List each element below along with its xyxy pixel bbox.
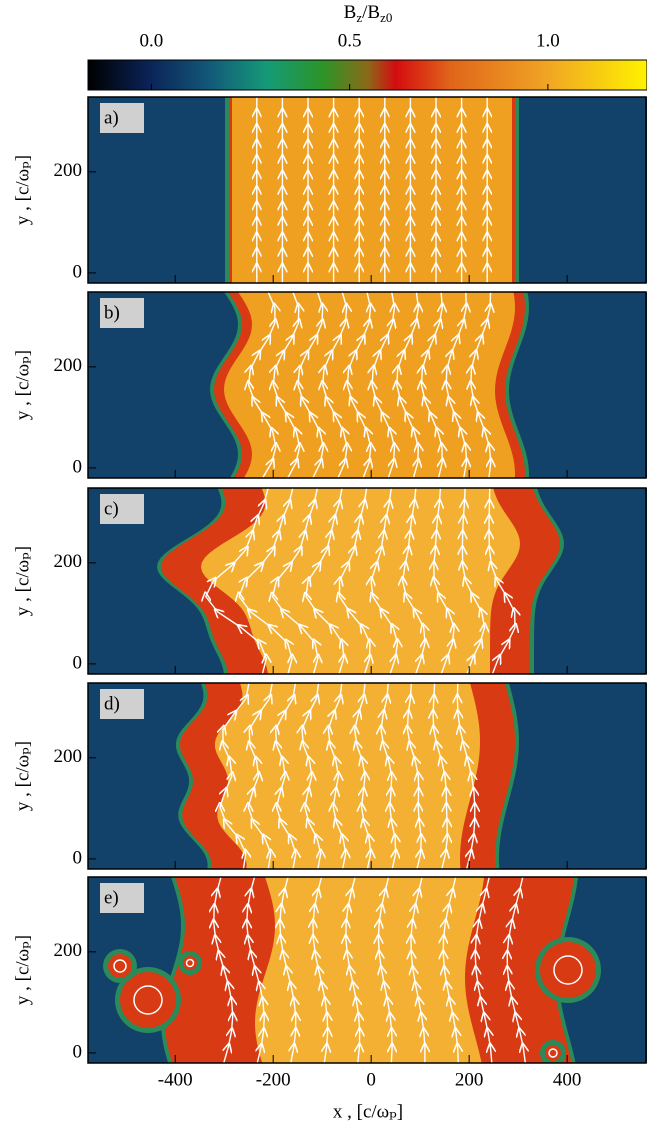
streamline bbox=[355, 683, 371, 869]
streamline bbox=[433, 683, 447, 869]
blob bbox=[120, 972, 176, 1028]
streamline bbox=[489, 488, 515, 674]
panel: c) 0 200 y , [c/ωₚ] bbox=[12, 487, 647, 675]
y-axis-label: y , [c/ωₚ] bbox=[12, 741, 33, 811]
colorbar-label: Bz/Bz0 bbox=[344, 2, 393, 25]
streamline bbox=[378, 877, 392, 1063]
panel-label-box bbox=[100, 103, 144, 133]
panel-frame bbox=[87, 96, 647, 284]
streamline bbox=[411, 877, 425, 1063]
panel-frame bbox=[87, 682, 647, 870]
panel-label: d) bbox=[104, 693, 120, 714]
streamline bbox=[462, 488, 484, 674]
streamline bbox=[313, 877, 328, 1063]
streamline bbox=[434, 488, 454, 674]
streamline bbox=[443, 877, 458, 1063]
blob bbox=[553, 955, 583, 985]
streamline bbox=[280, 877, 296, 1063]
field bbox=[88, 877, 647, 1063]
y-tick-label: 0 bbox=[73, 847, 83, 868]
streamline bbox=[302, 683, 321, 869]
blob bbox=[548, 1048, 558, 1058]
streamline bbox=[475, 877, 492, 1063]
y-tick-label: 200 bbox=[54, 160, 83, 181]
streamline bbox=[276, 683, 296, 869]
colorbar-tick-label: 0.0 bbox=[140, 30, 164, 51]
streamline bbox=[247, 877, 264, 1063]
streamline bbox=[220, 683, 249, 869]
y-axis-label: y , [c/ωₚ] bbox=[12, 350, 33, 420]
x-axis-label: x , [c/ωₚ] bbox=[333, 1101, 403, 1122]
x-tick-label: 400 bbox=[553, 1069, 582, 1090]
field bbox=[88, 683, 647, 869]
label-part: /B bbox=[362, 2, 380, 23]
colorbar-tick-label: 1.0 bbox=[536, 30, 560, 51]
x-tick-label: 0 bbox=[366, 1069, 376, 1090]
label-part: B bbox=[344, 2, 357, 23]
y-tick-label: 200 bbox=[54, 355, 83, 376]
streamline bbox=[407, 683, 421, 869]
label-part: z bbox=[356, 10, 362, 25]
panel: b) 0 200 y , [c/ωₚ] bbox=[12, 291, 647, 479]
y-tick-label: 200 bbox=[54, 746, 83, 767]
streamline bbox=[248, 683, 272, 869]
blob bbox=[545, 1045, 561, 1061]
panel-frame bbox=[87, 487, 647, 675]
panel-label-box bbox=[100, 494, 144, 524]
y-tick-label: 0 bbox=[73, 1041, 83, 1062]
panel: a) 0 200 y , [c/ωₚ] bbox=[12, 96, 647, 284]
blob bbox=[185, 958, 195, 968]
field bbox=[88, 488, 647, 674]
core-layer bbox=[214, 683, 480, 869]
core-layer bbox=[232, 97, 512, 283]
blob bbox=[183, 956, 197, 970]
blob bbox=[540, 942, 596, 998]
streamline bbox=[403, 488, 425, 674]
streamline bbox=[381, 683, 396, 869]
panel-label-box bbox=[100, 883, 144, 913]
x-tick-label: 200 bbox=[455, 1069, 484, 1090]
streamline bbox=[471, 292, 491, 478]
y-tick-label: 200 bbox=[54, 551, 83, 572]
streamline bbox=[328, 683, 345, 869]
x-tick-label: -200 bbox=[256, 1069, 291, 1090]
panel-label: a) bbox=[104, 107, 119, 128]
panel-label: c) bbox=[104, 498, 119, 519]
field bbox=[88, 97, 647, 283]
blob bbox=[133, 985, 163, 1015]
colorbar-tick-label: 0.5 bbox=[338, 30, 362, 51]
panel-label: b) bbox=[104, 302, 120, 323]
blob bbox=[113, 959, 127, 973]
streamline bbox=[346, 877, 360, 1063]
panel-label: e) bbox=[104, 887, 119, 908]
panel-label-box bbox=[100, 689, 144, 719]
y-axis-label: y , [c/ωₚ] bbox=[12, 935, 33, 1005]
panel: e) 0 200 y , [c/ωₚ] -400 -200 0 200 400 bbox=[12, 876, 647, 1090]
core-layer bbox=[255, 877, 485, 1063]
x-tick-label: -400 bbox=[158, 1069, 193, 1090]
y-tick-label: 200 bbox=[54, 940, 83, 961]
y-tick-label: 0 bbox=[73, 456, 83, 477]
label-part: z0 bbox=[380, 10, 392, 25]
colorbar bbox=[87, 59, 647, 91]
field bbox=[88, 292, 647, 478]
panel-label-box bbox=[100, 298, 144, 328]
panel: d) 0 200 y , [c/ωₚ] bbox=[12, 682, 647, 870]
y-tick-label: 0 bbox=[73, 652, 83, 673]
streamline bbox=[507, 877, 525, 1063]
panel-frame bbox=[87, 291, 647, 479]
streamline bbox=[457, 683, 474, 869]
y-axis-label: y , [c/ωₚ] bbox=[12, 155, 33, 225]
y-tick-label: 0 bbox=[73, 261, 83, 282]
panel-frame bbox=[87, 876, 647, 1064]
streamline bbox=[214, 877, 233, 1063]
streamline bbox=[371, 488, 397, 674]
y-axis-label: y , [c/ωₚ] bbox=[12, 546, 33, 616]
blob bbox=[108, 954, 132, 978]
